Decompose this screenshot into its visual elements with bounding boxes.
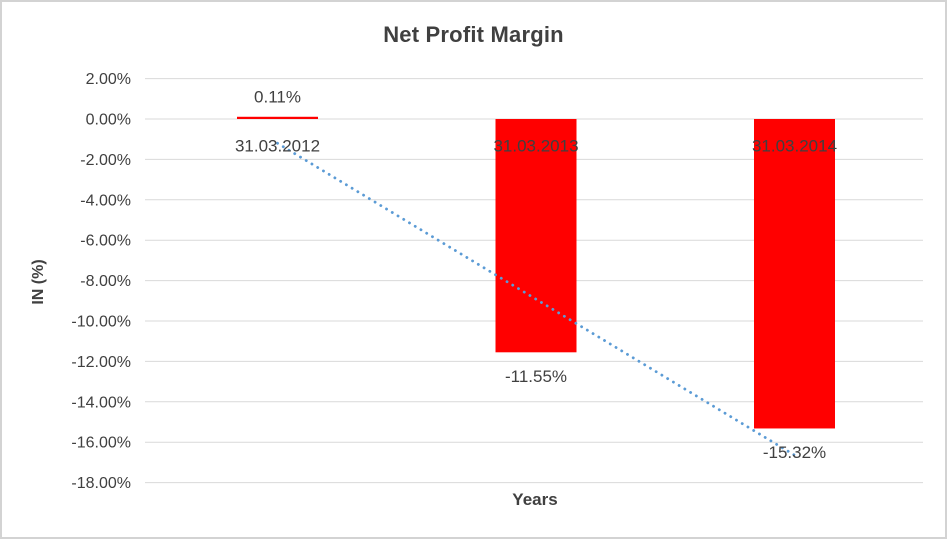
y-tick-label: -4.00% [80, 192, 131, 209]
y-tick-label: 2.00% [86, 71, 131, 88]
bar [237, 116, 318, 119]
bar [495, 119, 577, 353]
y-tick-label: -6.00% [80, 233, 131, 250]
category-label: 31.03.2012 [235, 137, 320, 156]
y-axis-title: IN (%) [30, 259, 47, 305]
y-tick-label: 0.00% [86, 112, 131, 129]
y-tick-label: -18.00% [71, 475, 131, 492]
data-label: 0.11% [254, 87, 301, 106]
trendline [276, 141, 796, 457]
bar [754, 119, 835, 429]
y-tick-label: -10.00% [71, 314, 131, 331]
y-tick-label: -12.00% [71, 354, 131, 371]
y-tick-label: -2.00% [80, 152, 131, 169]
y-tick-label: -8.00% [80, 273, 131, 290]
chart-title: Net Profit Margin [383, 22, 564, 47]
data-label: -11.55% [505, 367, 567, 386]
y-tick-label: -16.00% [71, 435, 131, 452]
x-axis-title: Years [512, 490, 558, 509]
category-label: 31.03.2014 [752, 137, 837, 156]
data-label: -15.32% [763, 443, 826, 462]
category-label: 31.03.2013 [493, 137, 578, 156]
y-tick-label: -14.00% [71, 394, 131, 411]
